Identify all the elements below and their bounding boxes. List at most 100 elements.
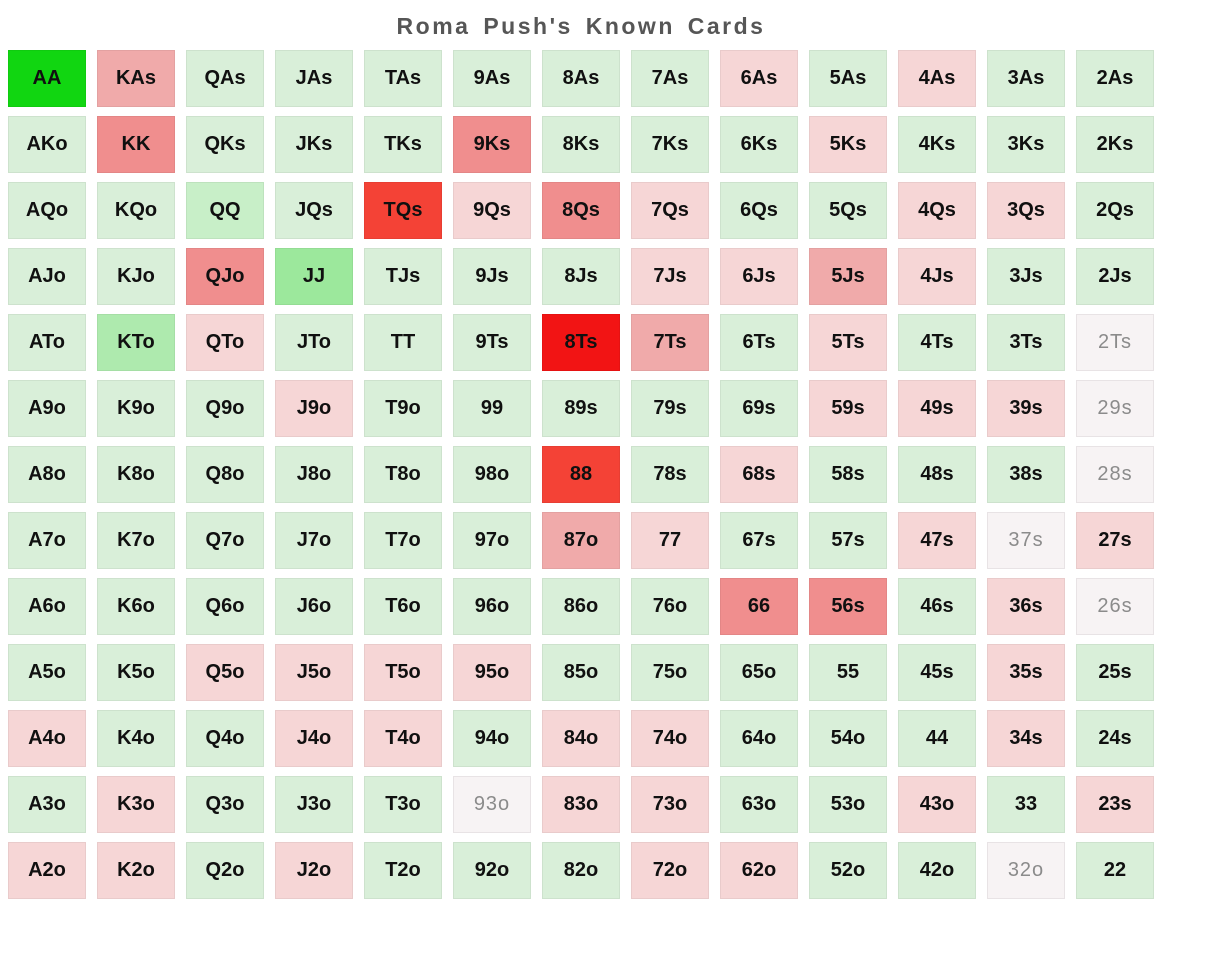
- hand-cell-8Qs: 8Qs: [542, 182, 620, 239]
- hand-cell-6As: 6As: [720, 50, 798, 107]
- hand-cell-95o: 95o: [453, 644, 531, 701]
- hand-cell-K2o: K2o: [97, 842, 175, 899]
- hand-cell-TT: TT: [364, 314, 442, 371]
- hand-cell-26s: 26s: [1076, 578, 1154, 635]
- hand-cell-2Ks: 2Ks: [1076, 116, 1154, 173]
- hand-cell-JAs: JAs: [275, 50, 353, 107]
- hand-cell-K7o: K7o: [97, 512, 175, 569]
- hand-cell-9Qs: 9Qs: [453, 182, 531, 239]
- hand-cell-JJ: JJ: [275, 248, 353, 305]
- hand-cell-T5o: T5o: [364, 644, 442, 701]
- hand-cell-J4o: J4o: [275, 710, 353, 767]
- hand-cell-KAs: KAs: [97, 50, 175, 107]
- hand-cell-TJs: TJs: [364, 248, 442, 305]
- hand-cell-9As: 9As: [453, 50, 531, 107]
- hand-cell-92o: 92o: [453, 842, 531, 899]
- hand-cell-57s: 57s: [809, 512, 887, 569]
- hand-cell-96o: 96o: [453, 578, 531, 635]
- hand-cell-7Qs: 7Qs: [631, 182, 709, 239]
- hand-cell-67s: 67s: [720, 512, 798, 569]
- hand-cell-A6o: A6o: [8, 578, 86, 635]
- hand-cell-2As: 2As: [1076, 50, 1154, 107]
- hand-cell-T3o: T3o: [364, 776, 442, 833]
- hand-cell-34s: 34s: [987, 710, 1065, 767]
- hand-cell-QKs: QKs: [186, 116, 264, 173]
- hand-cell-39s: 39s: [987, 380, 1065, 437]
- hand-cell-64o: 64o: [720, 710, 798, 767]
- hand-cell-68s: 68s: [720, 446, 798, 503]
- hand-cell-65o: 65o: [720, 644, 798, 701]
- hand-cell-T9o: T9o: [364, 380, 442, 437]
- hand-cell-78s: 78s: [631, 446, 709, 503]
- hand-cell-TAs: TAs: [364, 50, 442, 107]
- hand-cell-K8o: K8o: [97, 446, 175, 503]
- hand-cell-28s: 28s: [1076, 446, 1154, 503]
- hand-cell-75o: 75o: [631, 644, 709, 701]
- hand-cell-K3o: K3o: [97, 776, 175, 833]
- hand-cell-43o: 43o: [898, 776, 976, 833]
- hand-cell-85o: 85o: [542, 644, 620, 701]
- hand-cell-37s: 37s: [987, 512, 1065, 569]
- hand-cell-24s: 24s: [1076, 710, 1154, 767]
- hand-cell-9Ts: 9Ts: [453, 314, 531, 371]
- hand-cell-KQo: KQo: [97, 182, 175, 239]
- hand-cell-Q3o: Q3o: [186, 776, 264, 833]
- hand-cell-54o: 54o: [809, 710, 887, 767]
- hand-cell-22: 22: [1076, 842, 1154, 899]
- hand-cell-AKo: AKo: [8, 116, 86, 173]
- hand-cell-4Ts: 4Ts: [898, 314, 976, 371]
- hand-cell-44: 44: [898, 710, 976, 767]
- hand-cell-Q9o: Q9o: [186, 380, 264, 437]
- hand-cell-A8o: A8o: [8, 446, 86, 503]
- hand-cell-A7o: A7o: [8, 512, 86, 569]
- hand-cell-J7o: J7o: [275, 512, 353, 569]
- hand-cell-6Ts: 6Ts: [720, 314, 798, 371]
- hand-cell-J6o: J6o: [275, 578, 353, 635]
- hand-cell-K9o: K9o: [97, 380, 175, 437]
- hand-cell-3Ts: 3Ts: [987, 314, 1065, 371]
- hand-cell-3Js: 3Js: [987, 248, 1065, 305]
- hand-cell-9Ks: 9Ks: [453, 116, 531, 173]
- hand-cell-52o: 52o: [809, 842, 887, 899]
- hand-cell-TQs: TQs: [364, 182, 442, 239]
- hand-cell-5Js: 5Js: [809, 248, 887, 305]
- hand-cell-6Qs: 6Qs: [720, 182, 798, 239]
- hand-cell-8Ts: 8Ts: [542, 314, 620, 371]
- hand-cell-35s: 35s: [987, 644, 1065, 701]
- hand-cell-72o: 72o: [631, 842, 709, 899]
- hand-grid: AA KAs QAs JAs TAs 9As 8As 7As 6As 5As 4As 3As 2As AK…: [8, 50, 1154, 899]
- page: Roma Push's Known Cards AA KAs QAs JAs TAs 9A…: [8, 13, 1154, 899]
- hand-cell-36s: 36s: [987, 578, 1065, 635]
- hand-cell-T2o: T2o: [364, 842, 442, 899]
- hand-cell-73o: 73o: [631, 776, 709, 833]
- hand-cell-89s: 89s: [542, 380, 620, 437]
- hand-cell-KJo: KJo: [97, 248, 175, 305]
- hand-cell-56s: 56s: [809, 578, 887, 635]
- hand-cell-Q8o: Q8o: [186, 446, 264, 503]
- hand-cell-K4o: K4o: [97, 710, 175, 767]
- hand-cell-Q6o: Q6o: [186, 578, 264, 635]
- hand-cell-8Js: 8Js: [542, 248, 620, 305]
- hand-cell-J8o: J8o: [275, 446, 353, 503]
- hand-cell-7Ks: 7Ks: [631, 116, 709, 173]
- hand-cell-A5o: A5o: [8, 644, 86, 701]
- hand-cell-AJo: AJo: [8, 248, 86, 305]
- hand-cell-3Ks: 3Ks: [987, 116, 1065, 173]
- hand-cell-T6o: T6o: [364, 578, 442, 635]
- hand-cell-Q7o: Q7o: [186, 512, 264, 569]
- hand-cell-9Js: 9Js: [453, 248, 531, 305]
- hand-cell-74o: 74o: [631, 710, 709, 767]
- hand-cell-49s: 49s: [898, 380, 976, 437]
- hand-cell-3Qs: 3Qs: [987, 182, 1065, 239]
- hand-cell-T7o: T7o: [364, 512, 442, 569]
- hand-cell-62o: 62o: [720, 842, 798, 899]
- hand-cell-K5o: K5o: [97, 644, 175, 701]
- hand-cell-JKs: JKs: [275, 116, 353, 173]
- hand-cell-55: 55: [809, 644, 887, 701]
- hand-cell-45s: 45s: [898, 644, 976, 701]
- hand-cell-66: 66: [720, 578, 798, 635]
- hand-cell-Q5o: Q5o: [186, 644, 264, 701]
- hand-cell-99: 99: [453, 380, 531, 437]
- hand-cell-AQo: AQo: [8, 182, 86, 239]
- hand-cell-25s: 25s: [1076, 644, 1154, 701]
